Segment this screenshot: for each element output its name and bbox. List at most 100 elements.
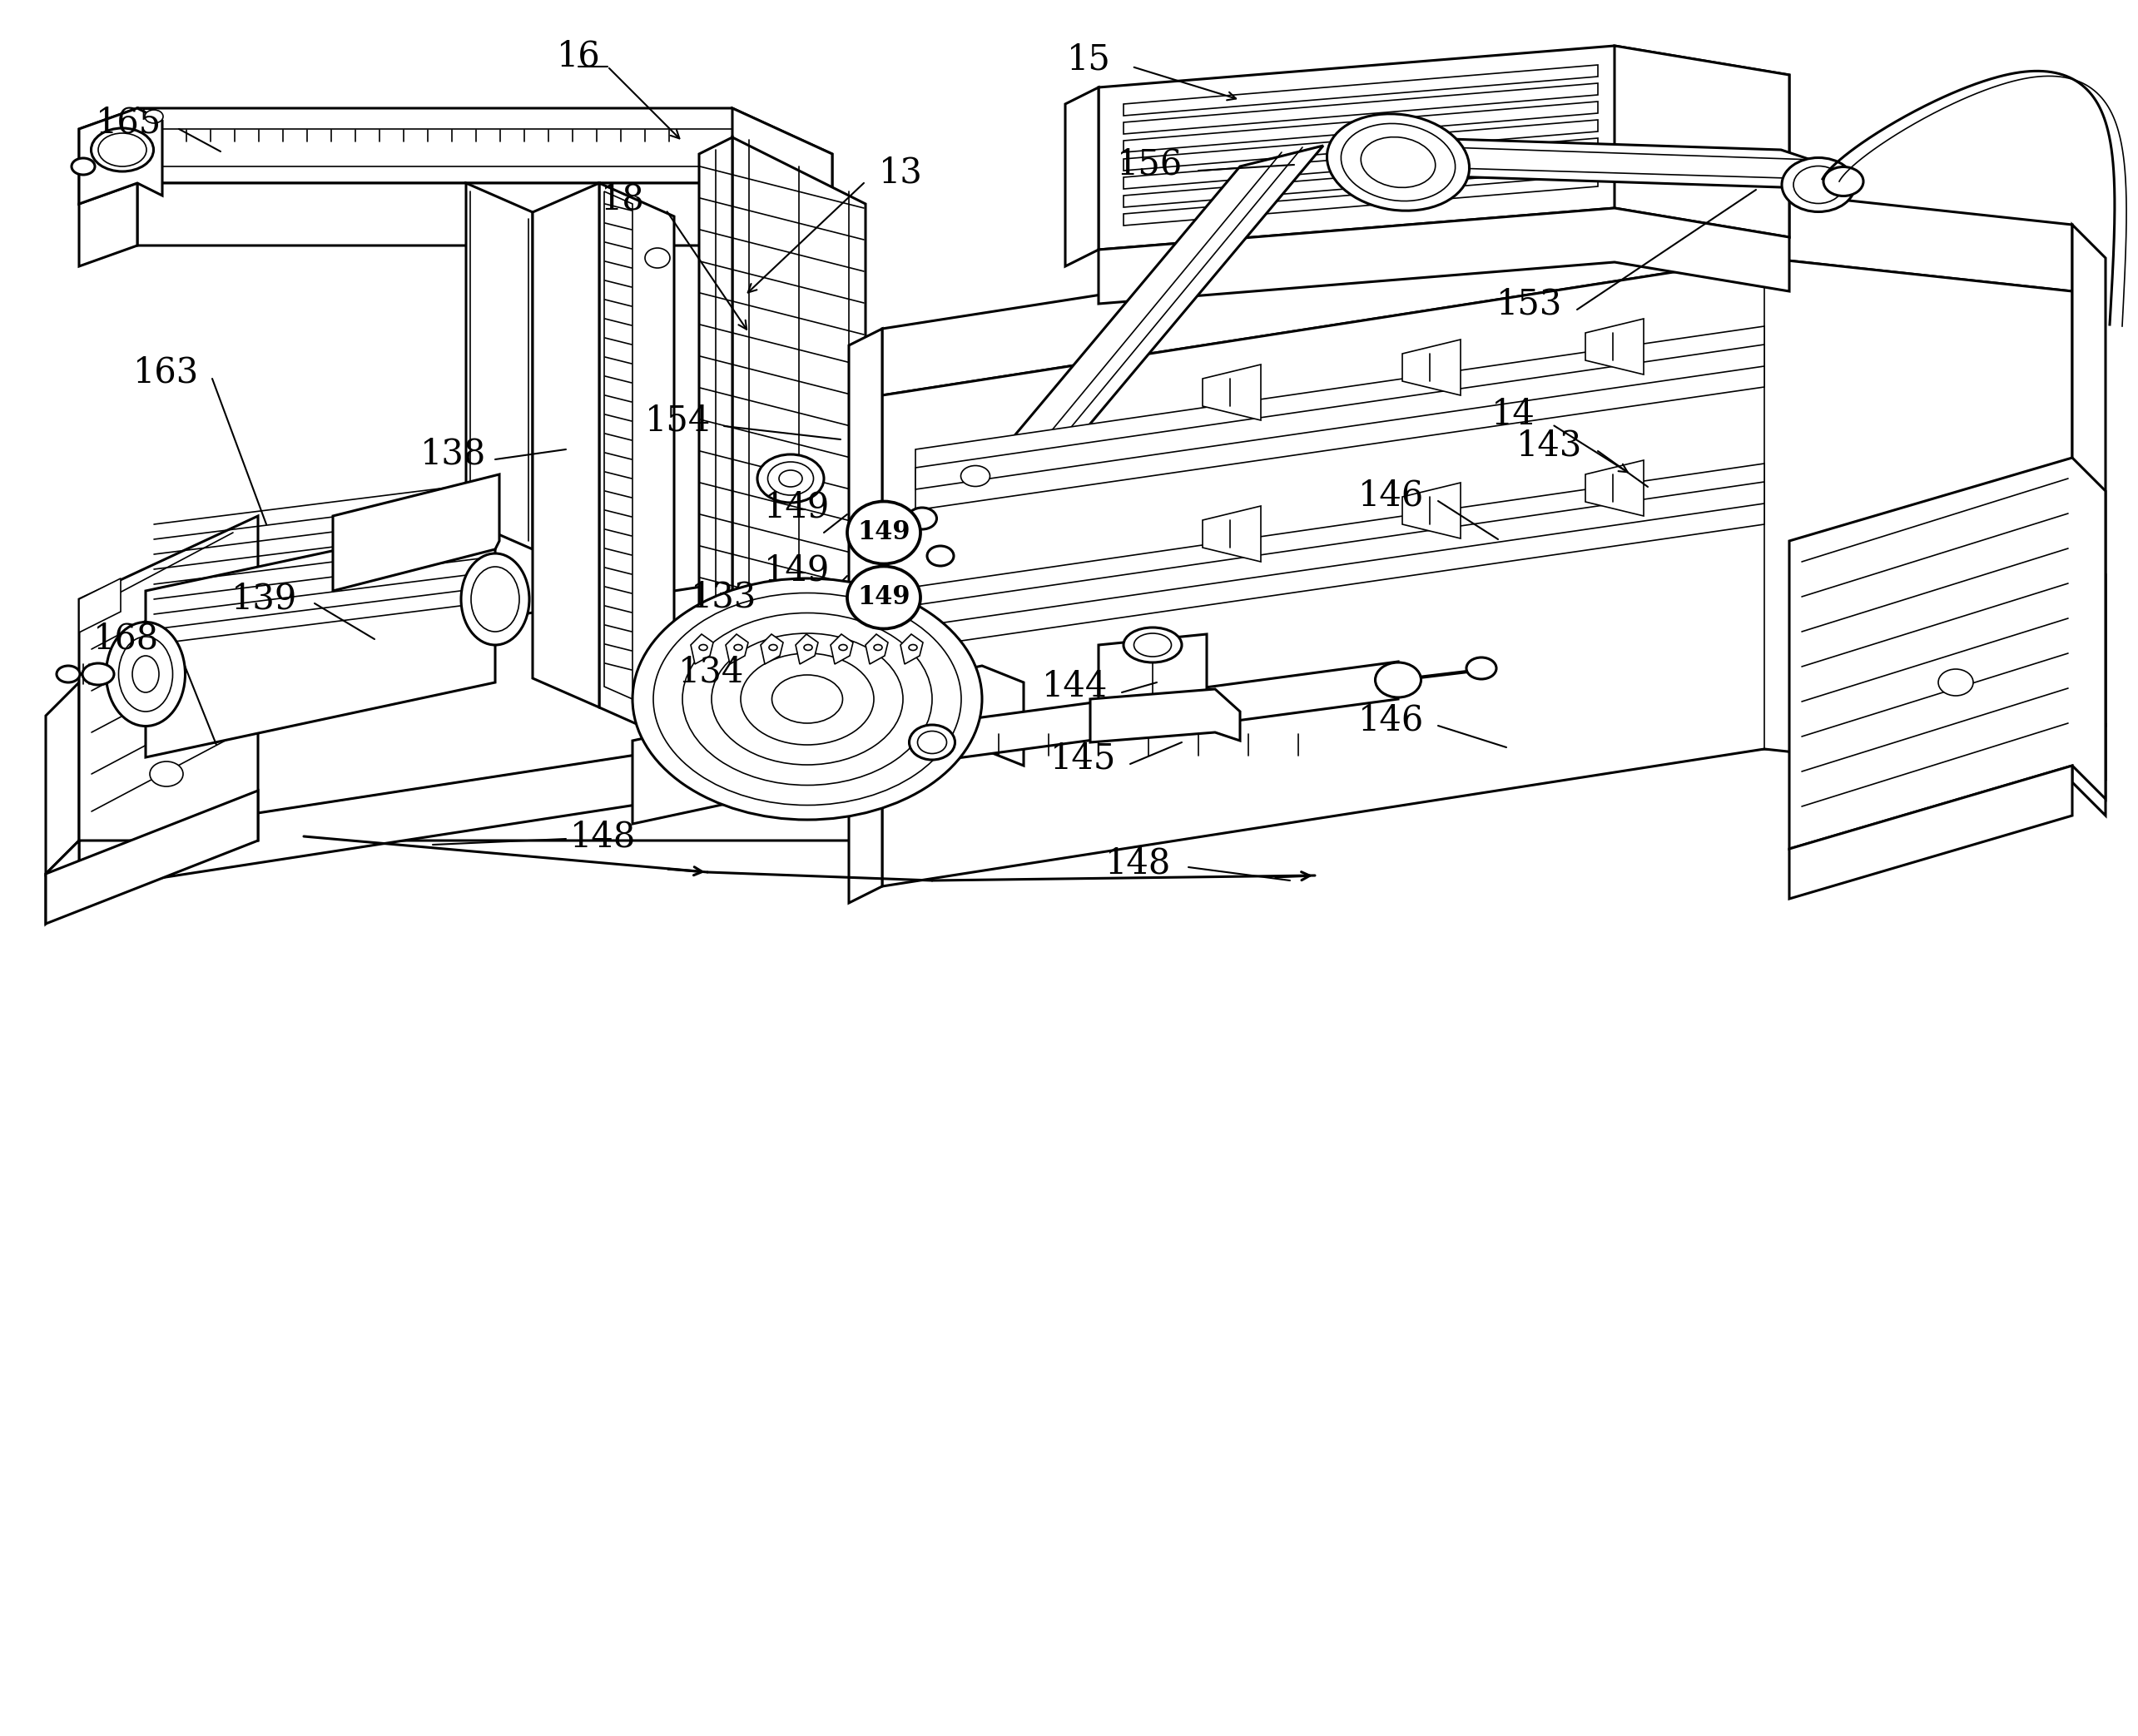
Polygon shape [1202, 505, 1261, 562]
Polygon shape [1090, 689, 1240, 743]
Polygon shape [761, 634, 783, 665]
Ellipse shape [654, 594, 962, 806]
Ellipse shape [470, 566, 520, 632]
Ellipse shape [1781, 158, 1856, 212]
Polygon shape [1065, 87, 1099, 266]
Polygon shape [1099, 208, 1790, 304]
Text: 143: 143 [1516, 427, 1582, 464]
Text: 148: 148 [1105, 847, 1172, 882]
Ellipse shape [150, 762, 184, 786]
Polygon shape [699, 137, 733, 707]
Text: 149: 149 [857, 585, 911, 611]
Polygon shape [956, 457, 1033, 495]
Ellipse shape [1341, 123, 1456, 201]
Text: 16: 16 [556, 40, 601, 75]
Ellipse shape [633, 578, 981, 819]
Polygon shape [466, 182, 532, 549]
Text: 144: 144 [1041, 668, 1107, 705]
Polygon shape [633, 667, 1024, 825]
Polygon shape [1202, 365, 1261, 420]
Polygon shape [900, 634, 924, 665]
Polygon shape [915, 464, 1764, 648]
Ellipse shape [1133, 634, 1172, 656]
Ellipse shape [682, 613, 932, 785]
Ellipse shape [778, 470, 802, 486]
Ellipse shape [56, 667, 79, 682]
Ellipse shape [757, 455, 823, 503]
Ellipse shape [712, 634, 902, 766]
Polygon shape [1398, 137, 1830, 203]
Ellipse shape [1375, 663, 1422, 698]
Text: 149: 149 [763, 490, 830, 524]
Polygon shape [1122, 64, 1597, 116]
Polygon shape [599, 182, 673, 741]
Polygon shape [1099, 634, 1206, 719]
Polygon shape [79, 108, 137, 203]
Polygon shape [1790, 458, 2106, 849]
Polygon shape [830, 634, 853, 665]
Ellipse shape [1328, 115, 1469, 210]
Polygon shape [1403, 483, 1460, 538]
Polygon shape [1099, 45, 1790, 250]
Polygon shape [1790, 766, 2072, 899]
Text: 145: 145 [1050, 741, 1116, 776]
Polygon shape [915, 326, 1764, 510]
Polygon shape [79, 578, 120, 632]
Polygon shape [1122, 175, 1597, 226]
Polygon shape [849, 328, 883, 903]
Polygon shape [79, 182, 137, 266]
Ellipse shape [145, 109, 162, 123]
Ellipse shape [1122, 627, 1182, 663]
Polygon shape [932, 661, 1398, 762]
Ellipse shape [960, 465, 990, 486]
Text: 168: 168 [94, 621, 160, 656]
Ellipse shape [133, 656, 158, 693]
Polygon shape [733, 137, 866, 774]
Polygon shape [1122, 101, 1597, 153]
Ellipse shape [804, 644, 812, 651]
Ellipse shape [118, 637, 173, 712]
Polygon shape [605, 191, 633, 700]
Ellipse shape [1467, 658, 1497, 679]
Ellipse shape [772, 675, 842, 724]
Polygon shape [1122, 139, 1597, 189]
Ellipse shape [847, 502, 921, 564]
Text: 165: 165 [96, 106, 162, 141]
Polygon shape [2072, 700, 2106, 778]
Text: 18: 18 [601, 182, 644, 217]
Polygon shape [883, 191, 2072, 396]
Polygon shape [334, 474, 500, 590]
Polygon shape [1586, 460, 1644, 516]
Polygon shape [1403, 340, 1460, 396]
Polygon shape [2072, 542, 2106, 724]
Text: 149: 149 [857, 519, 911, 545]
Polygon shape [981, 146, 1323, 474]
Ellipse shape [150, 646, 184, 670]
Ellipse shape [71, 158, 94, 175]
Ellipse shape [928, 545, 954, 566]
Polygon shape [915, 483, 1764, 627]
Ellipse shape [907, 507, 936, 529]
Text: 156: 156 [1118, 148, 1182, 182]
Ellipse shape [740, 653, 874, 745]
Text: 134: 134 [678, 654, 744, 689]
Polygon shape [733, 108, 832, 229]
Polygon shape [45, 790, 259, 924]
Polygon shape [79, 700, 2072, 891]
Polygon shape [79, 108, 162, 203]
Text: 138: 138 [421, 436, 487, 470]
Text: 153: 153 [1497, 286, 1563, 321]
Text: 149: 149 [763, 552, 830, 587]
Ellipse shape [1794, 167, 1843, 203]
Text: 154: 154 [646, 403, 712, 437]
Text: 15: 15 [1067, 42, 1110, 78]
Ellipse shape [83, 663, 113, 686]
Ellipse shape [92, 128, 154, 172]
Text: 13: 13 [879, 156, 921, 191]
Ellipse shape [462, 554, 530, 646]
Text: 146: 146 [1358, 477, 1424, 512]
Ellipse shape [699, 644, 708, 651]
Ellipse shape [1824, 167, 1864, 196]
Ellipse shape [768, 462, 812, 495]
Polygon shape [137, 182, 832, 283]
